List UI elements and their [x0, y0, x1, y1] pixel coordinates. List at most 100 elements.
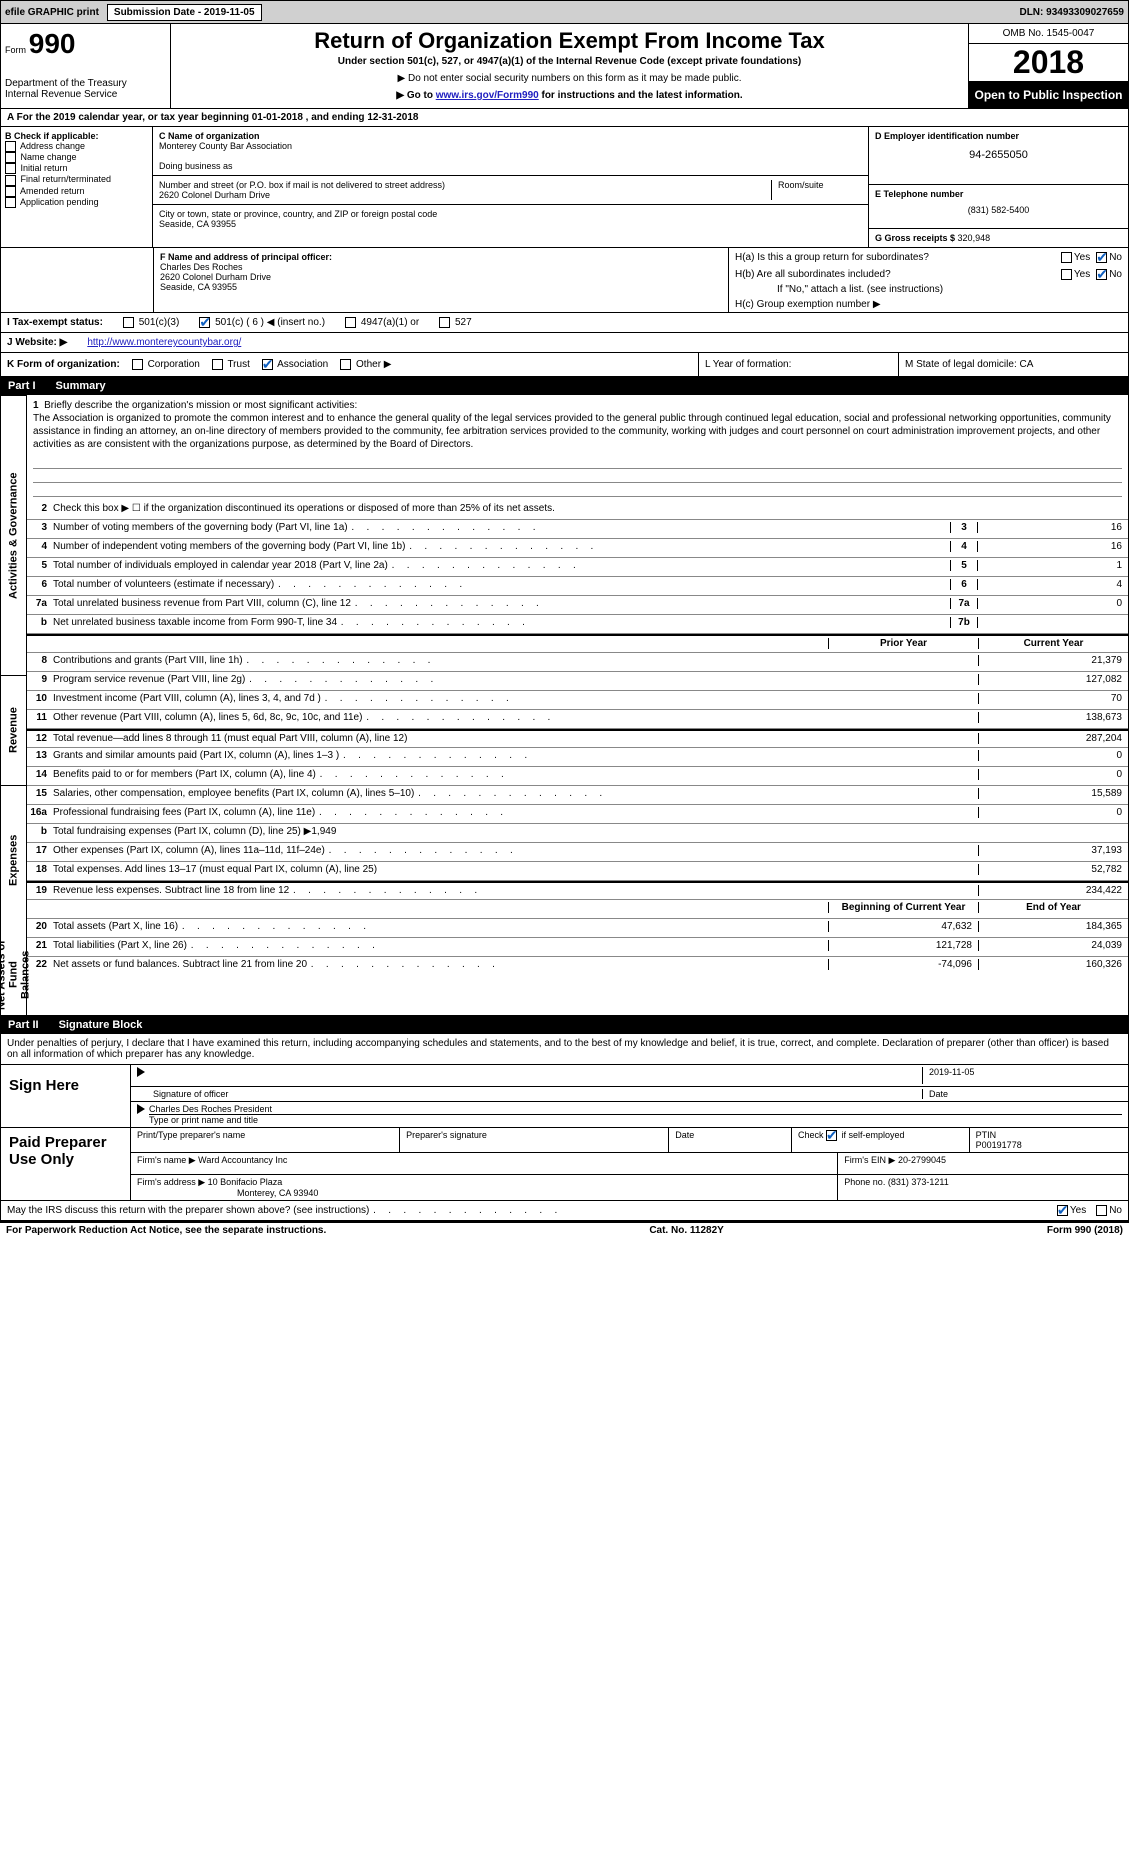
line-1-num: 1 [33, 400, 39, 411]
signature-block: Under penalties of perjury, I declare th… [0, 1034, 1129, 1221]
line-20-py: 47,632 [828, 921, 978, 932]
line-21: 21 Total liabilities (Part X, line 26) 1… [27, 938, 1128, 957]
line-20: 20 Total assets (Part X, line 16) 47,632… [27, 919, 1128, 938]
efile-label[interactable]: efile GRAPHIC print [5, 7, 99, 18]
part1-title: Summary [56, 380, 106, 392]
line-15: 15 Salaries, other compensation, employe… [27, 786, 1128, 805]
line-15-text: Salaries, other compensation, employee b… [53, 788, 828, 799]
firm-addr-label: Firm's address ▶ [137, 1177, 205, 1187]
form-label: Form [5, 45, 26, 55]
line-4-text: Number of independent voting members of … [53, 541, 950, 552]
cb-initial-return[interactable] [5, 163, 16, 174]
hb-label: H(b) Are all subordinates included? [735, 269, 1061, 280]
line-17-num: 17 [27, 845, 53, 856]
cb-ha-yes[interactable] [1061, 252, 1072, 263]
line-8-cy: 21,379 [978, 655, 1128, 666]
block-c: C Name of organization Monterey County B… [153, 127, 868, 247]
line-22-text: Net assets or fund balances. Subtract li… [53, 959, 828, 970]
line-6-val: 4 [978, 579, 1128, 590]
cb-address-change[interactable] [5, 141, 16, 152]
line-10-text: Investment income (Part VIII, column (A)… [53, 693, 828, 704]
cb-may-no[interactable] [1096, 1205, 1107, 1216]
footer: For Paperwork Reduction Act Notice, see … [0, 1221, 1129, 1238]
line-10: 10 Investment income (Part VIII, column … [27, 691, 1128, 710]
line-21-cy: 24,039 [978, 940, 1128, 951]
cb-amended[interactable] [5, 186, 16, 197]
block-h: H(a) Is this a group return for subordin… [728, 248, 1128, 312]
opt-amended: Amended return [20, 186, 85, 196]
line-12-text: Total revenue—add lines 8 through 11 (mu… [53, 733, 828, 744]
org-name: Monterey County Bar Association [159, 141, 862, 151]
paid-row-1: Print/Type preparer's name Preparer's si… [131, 1128, 1128, 1153]
line-9-text: Program service revenue (Part VIII, line… [53, 674, 828, 685]
sig-labels-1: Signature of officer Date [131, 1087, 1128, 1102]
line-18-cy: 52,782 [978, 864, 1128, 875]
cb-ha-no[interactable] [1096, 252, 1107, 263]
line-13-cy: 0 [978, 750, 1128, 761]
row-m: M State of legal domicile: CA [898, 353, 1128, 376]
officer-label: F Name and address of principal officer: [160, 252, 722, 262]
cb-app-pending[interactable] [5, 197, 16, 208]
note2-post: for instructions and the latest informat… [539, 90, 743, 101]
line-5: 5 Total number of individuals employed i… [27, 558, 1128, 577]
cb-hb-yes[interactable] [1061, 269, 1072, 280]
line-7b-text: Net unrelated business taxable income fr… [53, 617, 950, 628]
line-17: 17 Other expenses (Part IX, column (A), … [27, 843, 1128, 862]
line-12-cy: 287,204 [978, 733, 1128, 744]
may-no: No [1109, 1205, 1122, 1216]
row-klm: K Form of organization: Corporation Trus… [0, 353, 1129, 377]
cb-501c[interactable] [199, 317, 210, 328]
ein-cell: D Employer identification number 94-2655… [869, 127, 1128, 185]
line-19: 19 Revenue less expenses. Subtract line … [27, 881, 1128, 900]
ein-label: D Employer identification number [875, 131, 1122, 141]
cb-4947[interactable] [345, 317, 356, 328]
line-19-num: 19 [27, 885, 53, 896]
cb-trust[interactable] [212, 359, 223, 370]
dba-label: Doing business as [159, 161, 862, 171]
cb-other[interactable] [340, 359, 351, 370]
hb-yes: Yes [1074, 269, 1090, 280]
line-7a-col: 7a [950, 598, 978, 609]
form-title: Return of Organization Exempt From Incom… [175, 28, 964, 54]
line-15-cy: 15,589 [978, 788, 1128, 799]
row-k-label: K Form of organization: [7, 359, 120, 370]
header-right: OMB No. 1545-0047 2018 Open to Public In… [968, 24, 1128, 108]
line-11-text: Other revenue (Part VIII, column (A), li… [53, 712, 828, 723]
gross-cell: G Gross receipts $ 320,948 [869, 229, 1128, 247]
line-7b-num: b [27, 617, 53, 628]
form-note-link: ▶ Go to www.irs.gov/Form990 for instruct… [175, 90, 964, 101]
line-2: 2 Check this box ▶ ☐ if the organization… [27, 501, 1128, 520]
line-22: 22 Net assets or fund balances. Subtract… [27, 957, 1128, 976]
line-2-text: Check this box ▶ ☐ if the organization d… [53, 503, 1128, 514]
firm-name-label: Firm's name ▶ [137, 1155, 196, 1165]
line-16a-cy: 0 [978, 807, 1128, 818]
cb-corp[interactable] [132, 359, 143, 370]
cb-may-yes[interactable] [1057, 1205, 1068, 1216]
line-18-text: Total expenses. Add lines 13–17 (must eq… [53, 864, 828, 875]
cb-assoc[interactable] [262, 359, 273, 370]
line-6-text: Total number of volunteers (estimate if … [53, 579, 950, 590]
line-11-cy: 138,673 [978, 712, 1128, 723]
cb-527[interactable] [439, 317, 450, 328]
cb-501c3[interactable] [123, 317, 134, 328]
firm-addr1: 10 Bonifacio Plaza [208, 1177, 283, 1187]
website-link[interactable]: http://www.montereycountybar.org/ [87, 337, 241, 348]
opt-501c: 501(c) ( 6 ) ◀ (insert no.) [215, 317, 325, 328]
sig-line-1: 2019-11-05 [131, 1065, 1128, 1087]
line-13-num: 13 [27, 750, 53, 761]
line-10-num: 10 [27, 693, 53, 704]
cb-hb-no[interactable] [1096, 269, 1107, 280]
firm-addr2: Monterey, CA 93940 [237, 1188, 318, 1198]
ha-yes: Yes [1074, 252, 1090, 263]
tel-cell: E Telephone number (831) 582-5400 [869, 185, 1128, 229]
gross-label: G Gross receipts $ [875, 233, 958, 243]
line-9-cy: 127,082 [978, 674, 1128, 685]
cb-final-return[interactable] [5, 175, 16, 186]
irs-link[interactable]: www.irs.gov/Form990 [436, 90, 539, 101]
paid-row-2: Firm's name ▶ Ward Accountancy Inc Firm'… [131, 1153, 1128, 1175]
cb-self-employed[interactable] [826, 1130, 837, 1141]
line-3-num: 3 [27, 522, 53, 533]
line-6: 6 Total number of volunteers (estimate i… [27, 577, 1128, 596]
cb-name-change[interactable] [5, 152, 16, 163]
opt-assoc: Association [277, 359, 328, 370]
